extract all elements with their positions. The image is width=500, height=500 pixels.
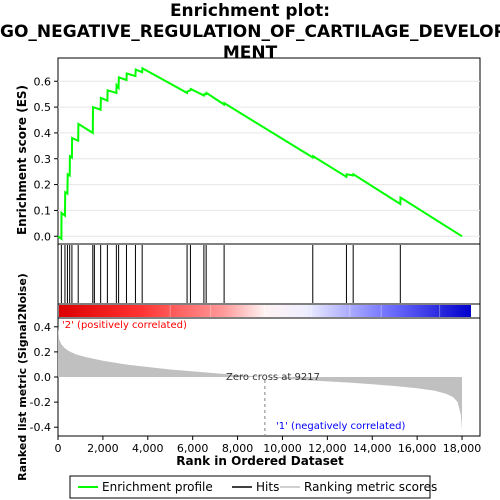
- legend: Enrichment profile Hits Ranking metric s…: [69, 475, 437, 499]
- xtick-label: 8,000: [222, 442, 254, 455]
- zero-cross-label: Zero cross at 9217: [226, 372, 320, 383]
- xtick-label: 2,000: [87, 442, 119, 455]
- xtick-label: 12,000: [308, 442, 347, 455]
- metric-ytick-label: 0.2: [34, 346, 52, 359]
- xtick-label: 16,000: [398, 442, 437, 455]
- rank-color-bands: [169, 305, 441, 317]
- es-ytick-label: 0.1: [34, 204, 52, 217]
- xtick-label: 18,000: [443, 442, 482, 455]
- hit-markers: [60, 245, 401, 303]
- es-ytick-label: 0.5: [34, 101, 52, 114]
- ranking-metric-area: [58, 326, 462, 430]
- metric-ytick-label: -0.2: [30, 396, 51, 409]
- es-ytick-label: 0.6: [34, 75, 52, 88]
- es-ytick-label: 0.2: [34, 179, 52, 192]
- es-y-axis-label: Enrichment score (ES): [15, 85, 29, 235]
- es-ytick-label: 0.3: [34, 153, 52, 166]
- es-ytick-label: 0.0: [34, 230, 52, 243]
- x-axis-label: Rank in Ordered Dataset: [176, 454, 344, 468]
- negative-correlation-label: '1' (negatively correlated): [276, 421, 405, 432]
- xtick-label: 10,000: [263, 442, 302, 455]
- es-panel-frame: [57, 57, 481, 245]
- metric-ytick-label: 0.4: [34, 321, 52, 334]
- hits-panel-frame: [57, 243, 481, 305]
- xtick-label: 14,000: [353, 442, 392, 455]
- metric-ytick-label: 0.0: [34, 371, 52, 384]
- enrichment-profile-line: [57, 66, 463, 241]
- legend-label-metric: Ranking metric scores: [304, 480, 437, 494]
- es-y-axis-ticks: 0.0 0.1 0.2 0.3 0.4 0.5 0.6: [34, 75, 58, 243]
- metric-ytick-label: -0.4: [30, 421, 51, 434]
- positive-correlation-label: '2' (positively correlated): [62, 320, 187, 331]
- xtick-label: 4,000: [132, 442, 164, 455]
- es-gridlines: [58, 80, 480, 237]
- xtick-label: 0: [55, 442, 62, 455]
- rank-color-gradient: [59, 305, 471, 317]
- x-axis-ticks: 0 2,000 4,000 6,000 8,000 10,000 12,000 14,000 1…: [55, 436, 482, 455]
- xtick-label: 6,000: [177, 442, 209, 455]
- legend-label-enrichment: Enrichment profile: [102, 480, 213, 494]
- legend-label-hits: Hits: [256, 480, 279, 494]
- metric-y-axis-ticks: 0.4 0.2 0.0 -0.2 -0.4: [30, 321, 58, 434]
- metric-y-axis-label: Ranked list metric (Signal2Noise): [16, 273, 29, 481]
- chart-title-line-1: Enrichment plot:: [169, 1, 331, 21]
- es-ytick-label: 0.4: [34, 127, 52, 140]
- chart-title-line-2: GO_NEGATIVE_REGULATION_OF_CARTILAGE_DEVE…: [0, 22, 500, 42]
